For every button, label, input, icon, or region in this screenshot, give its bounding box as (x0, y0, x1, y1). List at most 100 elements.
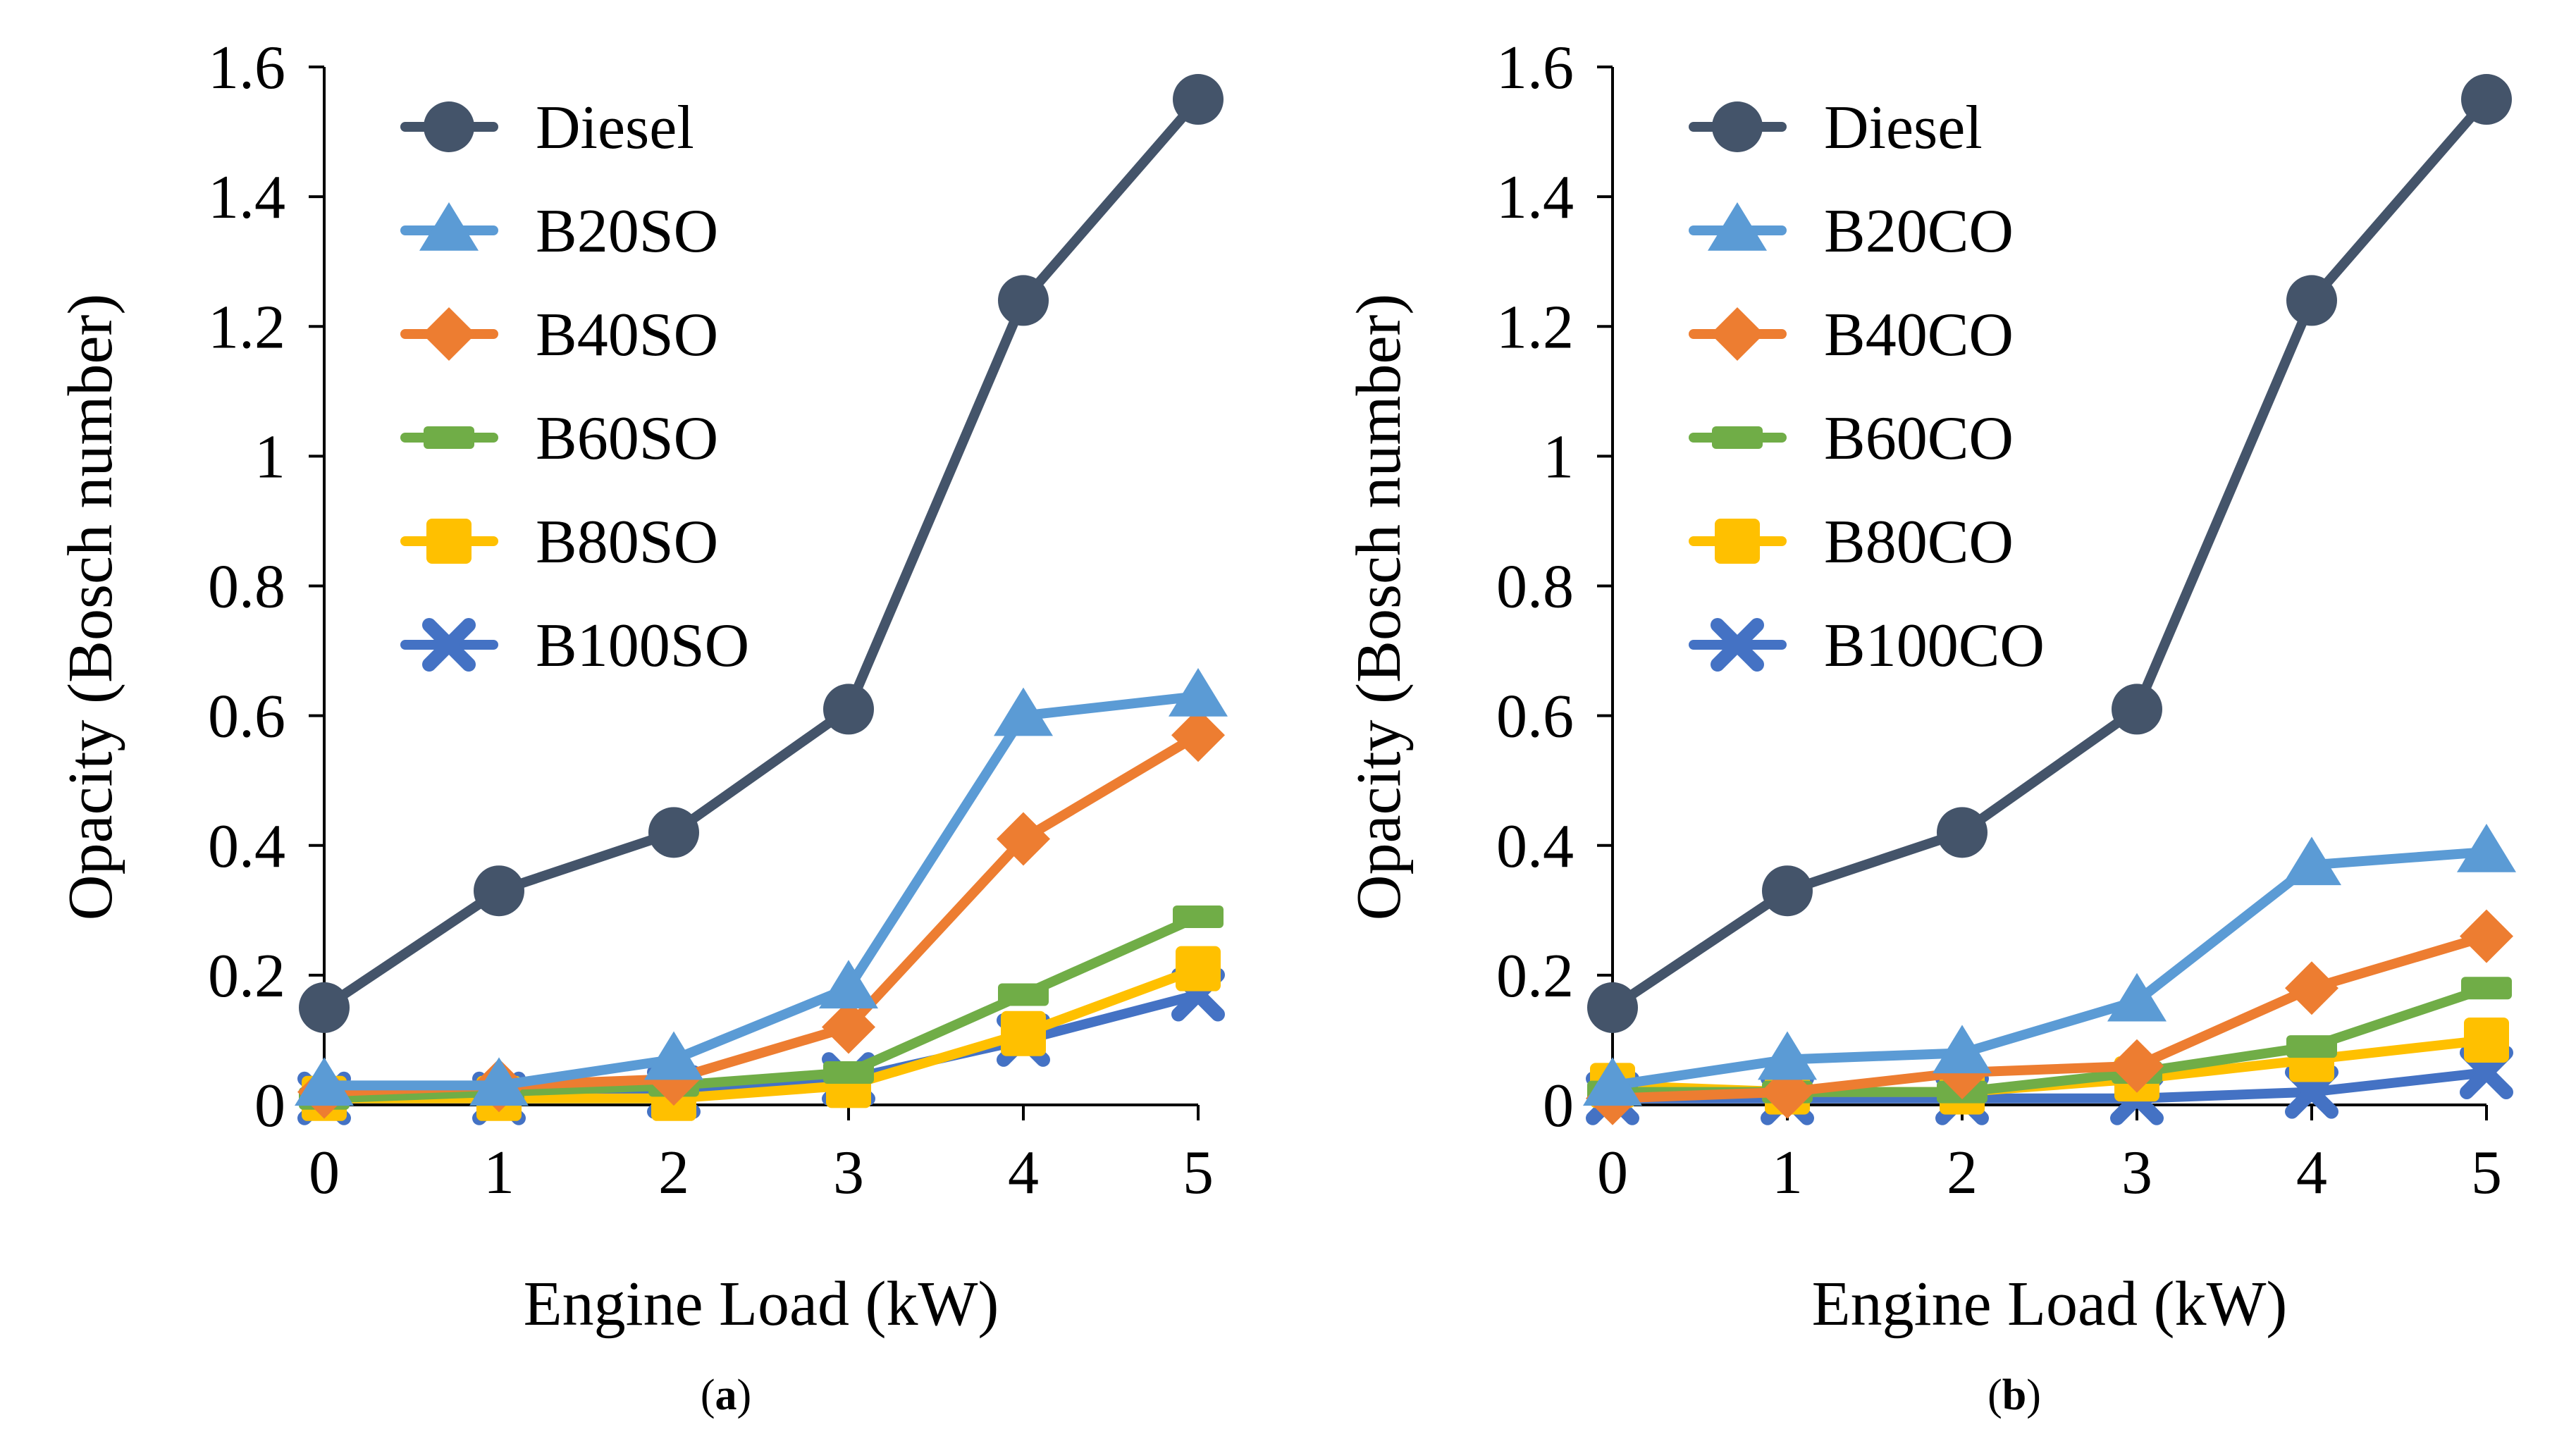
y-tick-label: 0 (1543, 1072, 1574, 1140)
x-tick-label: 4 (1008, 1139, 1039, 1207)
y-tick-label: 1.2 (1496, 293, 1574, 361)
data-point-Diesel (1587, 982, 1638, 1033)
data-point-B40CO (2285, 961, 2338, 1015)
data-point-B20CO (1758, 1031, 1817, 1080)
legend-item-B80CO: B80CO (1689, 508, 2014, 576)
legend-label: B100SO (536, 612, 749, 680)
legend-item-B40CO: B40CO (1689, 301, 2014, 369)
y-tick-label: 0.2 (1496, 942, 1574, 1010)
data-point-B40SO (822, 1000, 875, 1054)
chart-panel-b: 0 0.2 0.4 0.6 0.8 1 1.2 1.4 1.6 0 1 2 3 4 5 Engine Load… (1288, 0, 2576, 1434)
series-line-Diesel (319, 94, 1203, 1013)
data-point-B20CO (2282, 836, 2341, 886)
series-line-B20SO (319, 691, 1203, 1091)
data-point-B20SO (994, 687, 1053, 736)
opacity-chart-a: 0 0.2 0.4 0.6 0.8 1 1.2 1.4 1.6 0 1 2 3 4 5 Engine Load… (56, 34, 1228, 1419)
y-tick-label: 1 (254, 423, 285, 491)
data-point-B20CO (2107, 972, 2167, 1022)
x-tick-label: 3 (833, 1139, 864, 1207)
legend-label: B60CO (1824, 404, 2014, 473)
x-axis-title: Engine Load (kW) (524, 1269, 999, 1339)
legend-marker (426, 519, 472, 564)
series-line-B60SO (319, 912, 1203, 1104)
data-point-B20SO (644, 1031, 703, 1080)
y-tick-label: 1.2 (208, 293, 285, 361)
x-tick-label: 4 (2296, 1139, 2327, 1207)
data-point-Diesel (1937, 807, 1988, 858)
data-point-B20SO (819, 960, 878, 1009)
legend-marker (424, 426, 474, 449)
data-point-Diesel (998, 275, 1049, 326)
data-point-B40CO (2110, 1039, 2164, 1093)
legend-label: B80SO (536, 508, 718, 576)
x-tick-label: 1 (1772, 1139, 1803, 1207)
legend-item-B100CO: B100CO (1689, 612, 2045, 680)
y-tick-label: 0.8 (208, 553, 285, 622)
y-tick-label: 1 (1543, 423, 1574, 491)
data-point-Diesel (2461, 74, 2512, 125)
y-tick-label: 0.6 (208, 683, 285, 751)
y-tick-label: 1.6 (208, 34, 285, 102)
legend-label: B100CO (1824, 612, 2045, 680)
data-point-B20CO (2457, 823, 2516, 872)
x-tick-label: 5 (1183, 1139, 1214, 1207)
x-tick-label: 2 (1947, 1139, 1978, 1207)
legend-label: B80CO (1824, 508, 2014, 576)
data-point-B60SO (823, 1061, 874, 1084)
x-tick-label: 1 (483, 1139, 514, 1207)
data-point-B20SO (469, 1057, 529, 1106)
series-line-B100CO (1608, 1067, 2491, 1104)
data-point-B60CO (2286, 1035, 2337, 1058)
legend-marker (1711, 618, 1764, 672)
legend-item-B80SO: B80SO (400, 508, 718, 576)
series-line-Diesel (1608, 94, 2491, 1013)
y-axis-title: Opacity (Bosch number) (56, 294, 125, 921)
data-point-B80SO (1176, 946, 1221, 991)
chart-panel-a: 0 0.2 0.4 0.6 0.8 1 1.2 1.4 1.6 0 1 2 3 4 5 Engine Load… (56, 34, 1228, 1419)
series-B40CO (1586, 909, 2513, 1125)
series-Diesel (1587, 74, 2512, 1033)
legend-label: B40SO (536, 301, 718, 369)
legend-item-B60CO: B60CO (1689, 404, 2014, 473)
legend-item-B40SO: B40SO (400, 301, 718, 369)
legend-marker (419, 202, 479, 251)
x-tick-label: 3 (2121, 1139, 2152, 1207)
legend-item-Diesel: Diesel (1689, 94, 1983, 162)
data-point-B60SO (1173, 905, 1224, 929)
legend-marker (1715, 519, 1760, 564)
y-tick-label: 1.4 (208, 163, 285, 232)
x-tick-label: 0 (309, 1139, 340, 1207)
data-point-B40SO (1171, 708, 1225, 762)
legend-label: B20SO (536, 197, 718, 266)
legend-item-B20SO: B20SO (400, 197, 718, 266)
x-axis-title: Engine Load (kW) (1812, 1269, 2288, 1339)
series-line-B40CO (1608, 931, 2491, 1104)
legend-item-B20CO: B20CO (1689, 197, 2014, 266)
series-line-B60CO (1608, 983, 2491, 1097)
series-B20SO (295, 668, 1228, 1106)
legend-item-B100SO: B100SO (400, 612, 749, 680)
series-line-B20CO (1608, 846, 2491, 1091)
data-point-B40CO (2460, 909, 2513, 963)
legend-marker (424, 101, 474, 152)
data-point-Diesel (823, 684, 874, 735)
legend-label: B20CO (1824, 197, 2014, 266)
legend-marker (1712, 426, 1763, 449)
data-point-B80CO (2464, 1017, 2509, 1063)
legend-item-Diesel: Diesel (400, 94, 694, 162)
x-tick-label: 0 (1597, 1139, 1628, 1207)
legend-marker (1712, 101, 1763, 152)
panel-caption: (a) (701, 1371, 751, 1419)
y-tick-label: 0 (254, 1072, 285, 1140)
legend-label: Diesel (536, 94, 694, 162)
data-point-B20SO (295, 1057, 354, 1106)
legend-marker (422, 307, 476, 361)
legend-marker (1708, 202, 1767, 251)
data-point-Diesel (299, 982, 350, 1033)
x-tick-label: 2 (658, 1139, 689, 1207)
data-point-Diesel (2112, 684, 2162, 735)
data-point-B20CO (1933, 1025, 1992, 1074)
legend-label: Diesel (1824, 94, 1983, 162)
legend-label: B60SO (536, 404, 718, 473)
data-point-B60CO (2461, 977, 2512, 1000)
